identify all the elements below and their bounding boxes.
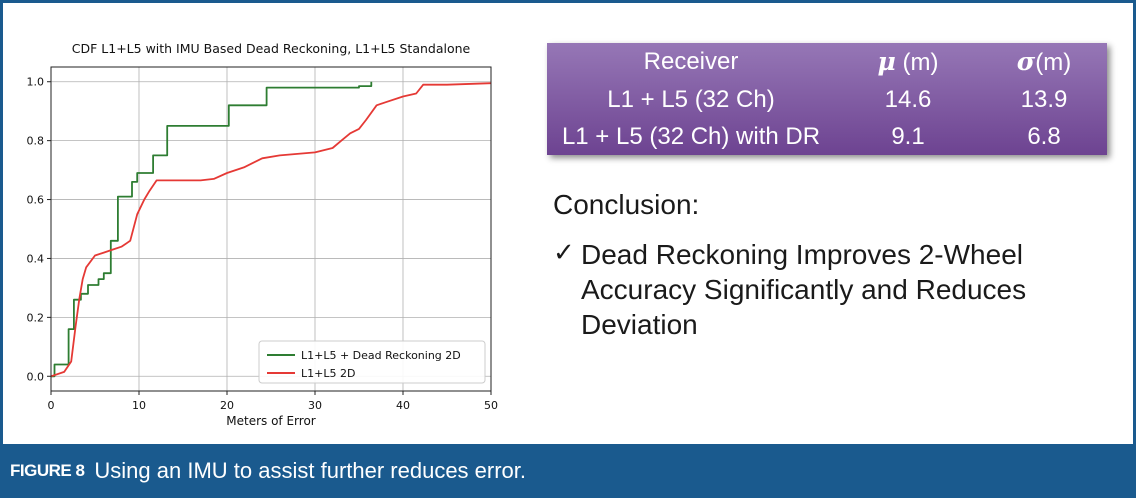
chart-title: CDF L1+L5 with IMU Based Dead Reckoning,… <box>72 41 471 56</box>
figure-caption-bar: FIGURE 8 Using an IMU to assist further … <box>0 444 1136 498</box>
conclusion-heading: Conclusion: <box>553 189 700 220</box>
x-tick-label: 30 <box>308 399 322 412</box>
mu-unit: (m) <box>895 49 939 77</box>
x-tick-label: 50 <box>484 399 498 412</box>
mu-symbol: μ <box>877 47 896 77</box>
y-tick-label: 0.6 <box>27 194 45 207</box>
legend-box <box>258 340 486 384</box>
conclusion-line: Deviation <box>581 309 698 340</box>
sigma-symbol: σ <box>1016 47 1036 77</box>
legend: L1+L5 + Dead Reckoning 2D L1+L5 2D <box>258 340 486 384</box>
y-tick-label: 0.8 <box>27 135 45 148</box>
x-axis-label: Meters of Error <box>226 414 316 428</box>
series-line-standalone <box>50 82 492 378</box>
x-tick-label: 20 <box>220 399 234 412</box>
row-sigma: 13.9 <box>1020 86 1068 114</box>
legend-label-dr: L1+L5 + Dead Reckoning 2D <box>301 349 461 362</box>
stats-row: L1 + L5 (32 Ch) 14.6 13.9 <box>547 82 1107 118</box>
ticks-layer: 0 10 20 30 40 50 0.0 0.2 0.4 0.6 0.8 1.0 <box>27 76 499 412</box>
series-line-dead-reckoning <box>51 81 373 378</box>
conclusion-line: Dead Reckoning Improves 2-Wheel <box>581 239 1023 270</box>
row-sigma: 6.8 <box>1027 122 1061 150</box>
stats-table: Receiver μ (m) σ(m) L1 + L5 (32 Ch) 14.6… <box>547 43 1107 155</box>
y-tick-label: 0.2 <box>27 311 45 324</box>
x-tick-label: 0 <box>48 399 55 412</box>
figure-caption-text: Using an IMU to assist further reduces e… <box>94 458 527 483</box>
row-mu: 9.1 <box>891 122 925 150</box>
conclusion-point: ✓ Dead Reckoning Improves 2-Wheel Accura… <box>553 237 1113 342</box>
row-receiver: L1 + L5 (32 Ch) <box>607 86 775 114</box>
header-mu: μ (m) <box>835 43 981 82</box>
conclusion-line: Accuracy Significantly and Reduces <box>581 274 1027 305</box>
x-tick-label: 40 <box>396 399 410 412</box>
x-tick-label: 10 <box>132 399 146 412</box>
conclusion-block: Conclusion: ✓ Dead Reckoning Improves 2-… <box>553 189 1113 342</box>
header-sigma: σ(m) <box>981 43 1107 82</box>
stats-row: L1 + L5 (32 Ch) with DR 9.1 6.8 <box>547 119 1107 155</box>
cdf-chart: CDF L1+L5 with IMU Based Dead Reckoning,… <box>27 41 499 428</box>
header-receiver: Receiver <box>643 48 739 76</box>
y-tick-label: 1.0 <box>27 76 45 89</box>
conclusion-text: Dead Reckoning Improves 2-Wheel Accuracy… <box>581 237 1026 342</box>
y-tick-label: 0.0 <box>27 370 45 383</box>
row-mu: 14.6 <box>884 86 932 114</box>
checkmark-icon: ✓ <box>553 238 575 268</box>
series-layer <box>50 81 492 378</box>
stats-header-row: Receiver μ (m) σ(m) <box>547 43 1107 82</box>
plot-frame <box>50 66 492 392</box>
y-tick-label: 0.4 <box>27 252 45 265</box>
cdf-plot-area: CDF L1+L5 with IMU Based Dead Reckoning,… <box>9 11 519 443</box>
row-receiver: L1 + L5 (32 Ch) with DR <box>561 122 821 150</box>
figure-label: FIGURE 8 <box>10 461 85 480</box>
legend-label-standalone: L1+L5 2D <box>301 367 355 380</box>
sigma-unit: (m) <box>1035 49 1072 77</box>
